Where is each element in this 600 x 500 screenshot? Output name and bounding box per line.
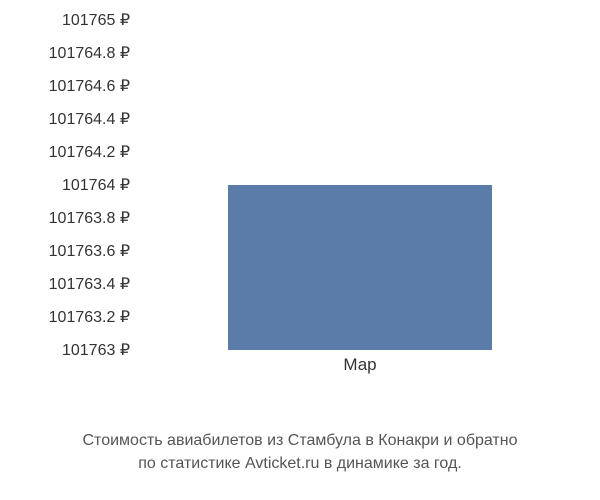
chart-caption: Стоимость авиабилетов из Стамбула в Кона… [0,430,600,475]
bar [228,185,492,350]
y-tick-label: 101764.4 ₽ [49,109,130,129]
y-tick-label: 101764.6 ₽ [49,76,130,96]
y-tick-label: 101763.6 ₽ [49,241,130,261]
y-tick-label: 101765 ₽ [62,10,130,30]
y-tick-label: 101763.4 ₽ [49,274,130,294]
y-tick-label: 101764.2 ₽ [49,142,130,162]
caption-line-2: по статистике Avticket.ru в динамике за … [0,453,600,475]
chart-container: 101765 ₽101764.8 ₽101764.6 ₽101764.4 ₽10… [0,20,600,400]
x-tick-label: Мар [343,355,376,375]
y-tick-label: 101764 ₽ [62,175,130,195]
y-tick-label: 101763.8 ₽ [49,208,130,228]
y-axis: 101765 ₽101764.8 ₽101764.6 ₽101764.4 ₽10… [0,20,140,350]
y-tick-label: 101763.2 ₽ [49,307,130,327]
y-tick-label: 101763 ₽ [62,340,130,360]
x-axis: Мар [140,355,580,385]
caption-line-1: Стоимость авиабилетов из Стамбула в Кона… [0,430,600,452]
plot-area [140,20,580,350]
y-tick-label: 101764.8 ₽ [49,43,130,63]
